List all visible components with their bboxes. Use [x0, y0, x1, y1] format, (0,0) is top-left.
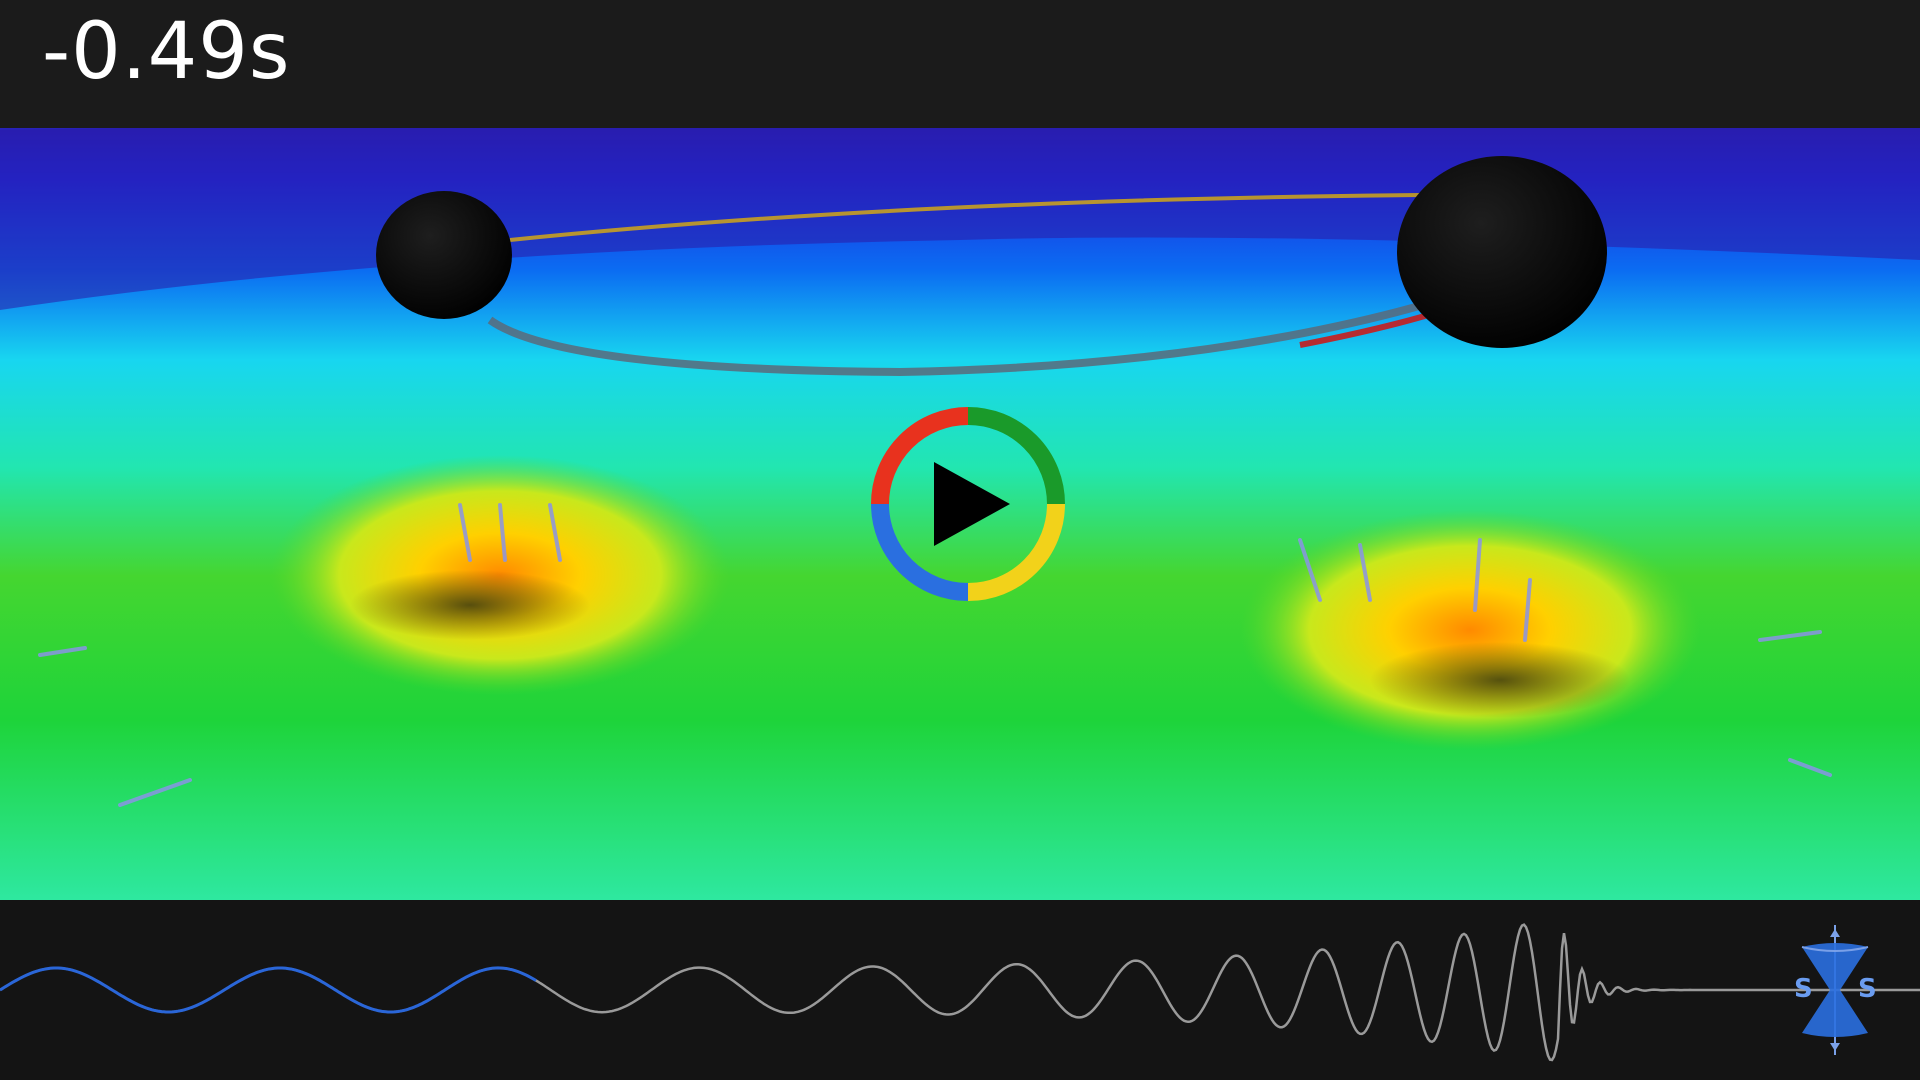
play-button[interactable] [868, 404, 1068, 604]
ring-segment-blue [871, 407, 1065, 601]
waveform-played [0, 966, 537, 1014]
play-icon [934, 462, 1010, 546]
top-bar: -0.49s [0, 0, 1920, 128]
svg-text:S: S [1794, 974, 1813, 1004]
waveform-bar [0, 900, 1920, 1080]
svg-text:S: S [1858, 974, 1877, 1004]
waveform-unplayed [0, 923, 1920, 1062]
waveform-scrubber[interactable] [0, 900, 1920, 1080]
simulation-scene [0, 0, 1920, 900]
sxs-logo-icon: S S [1794, 925, 1877, 1055]
time-label: -0.49s [42, 7, 291, 97]
